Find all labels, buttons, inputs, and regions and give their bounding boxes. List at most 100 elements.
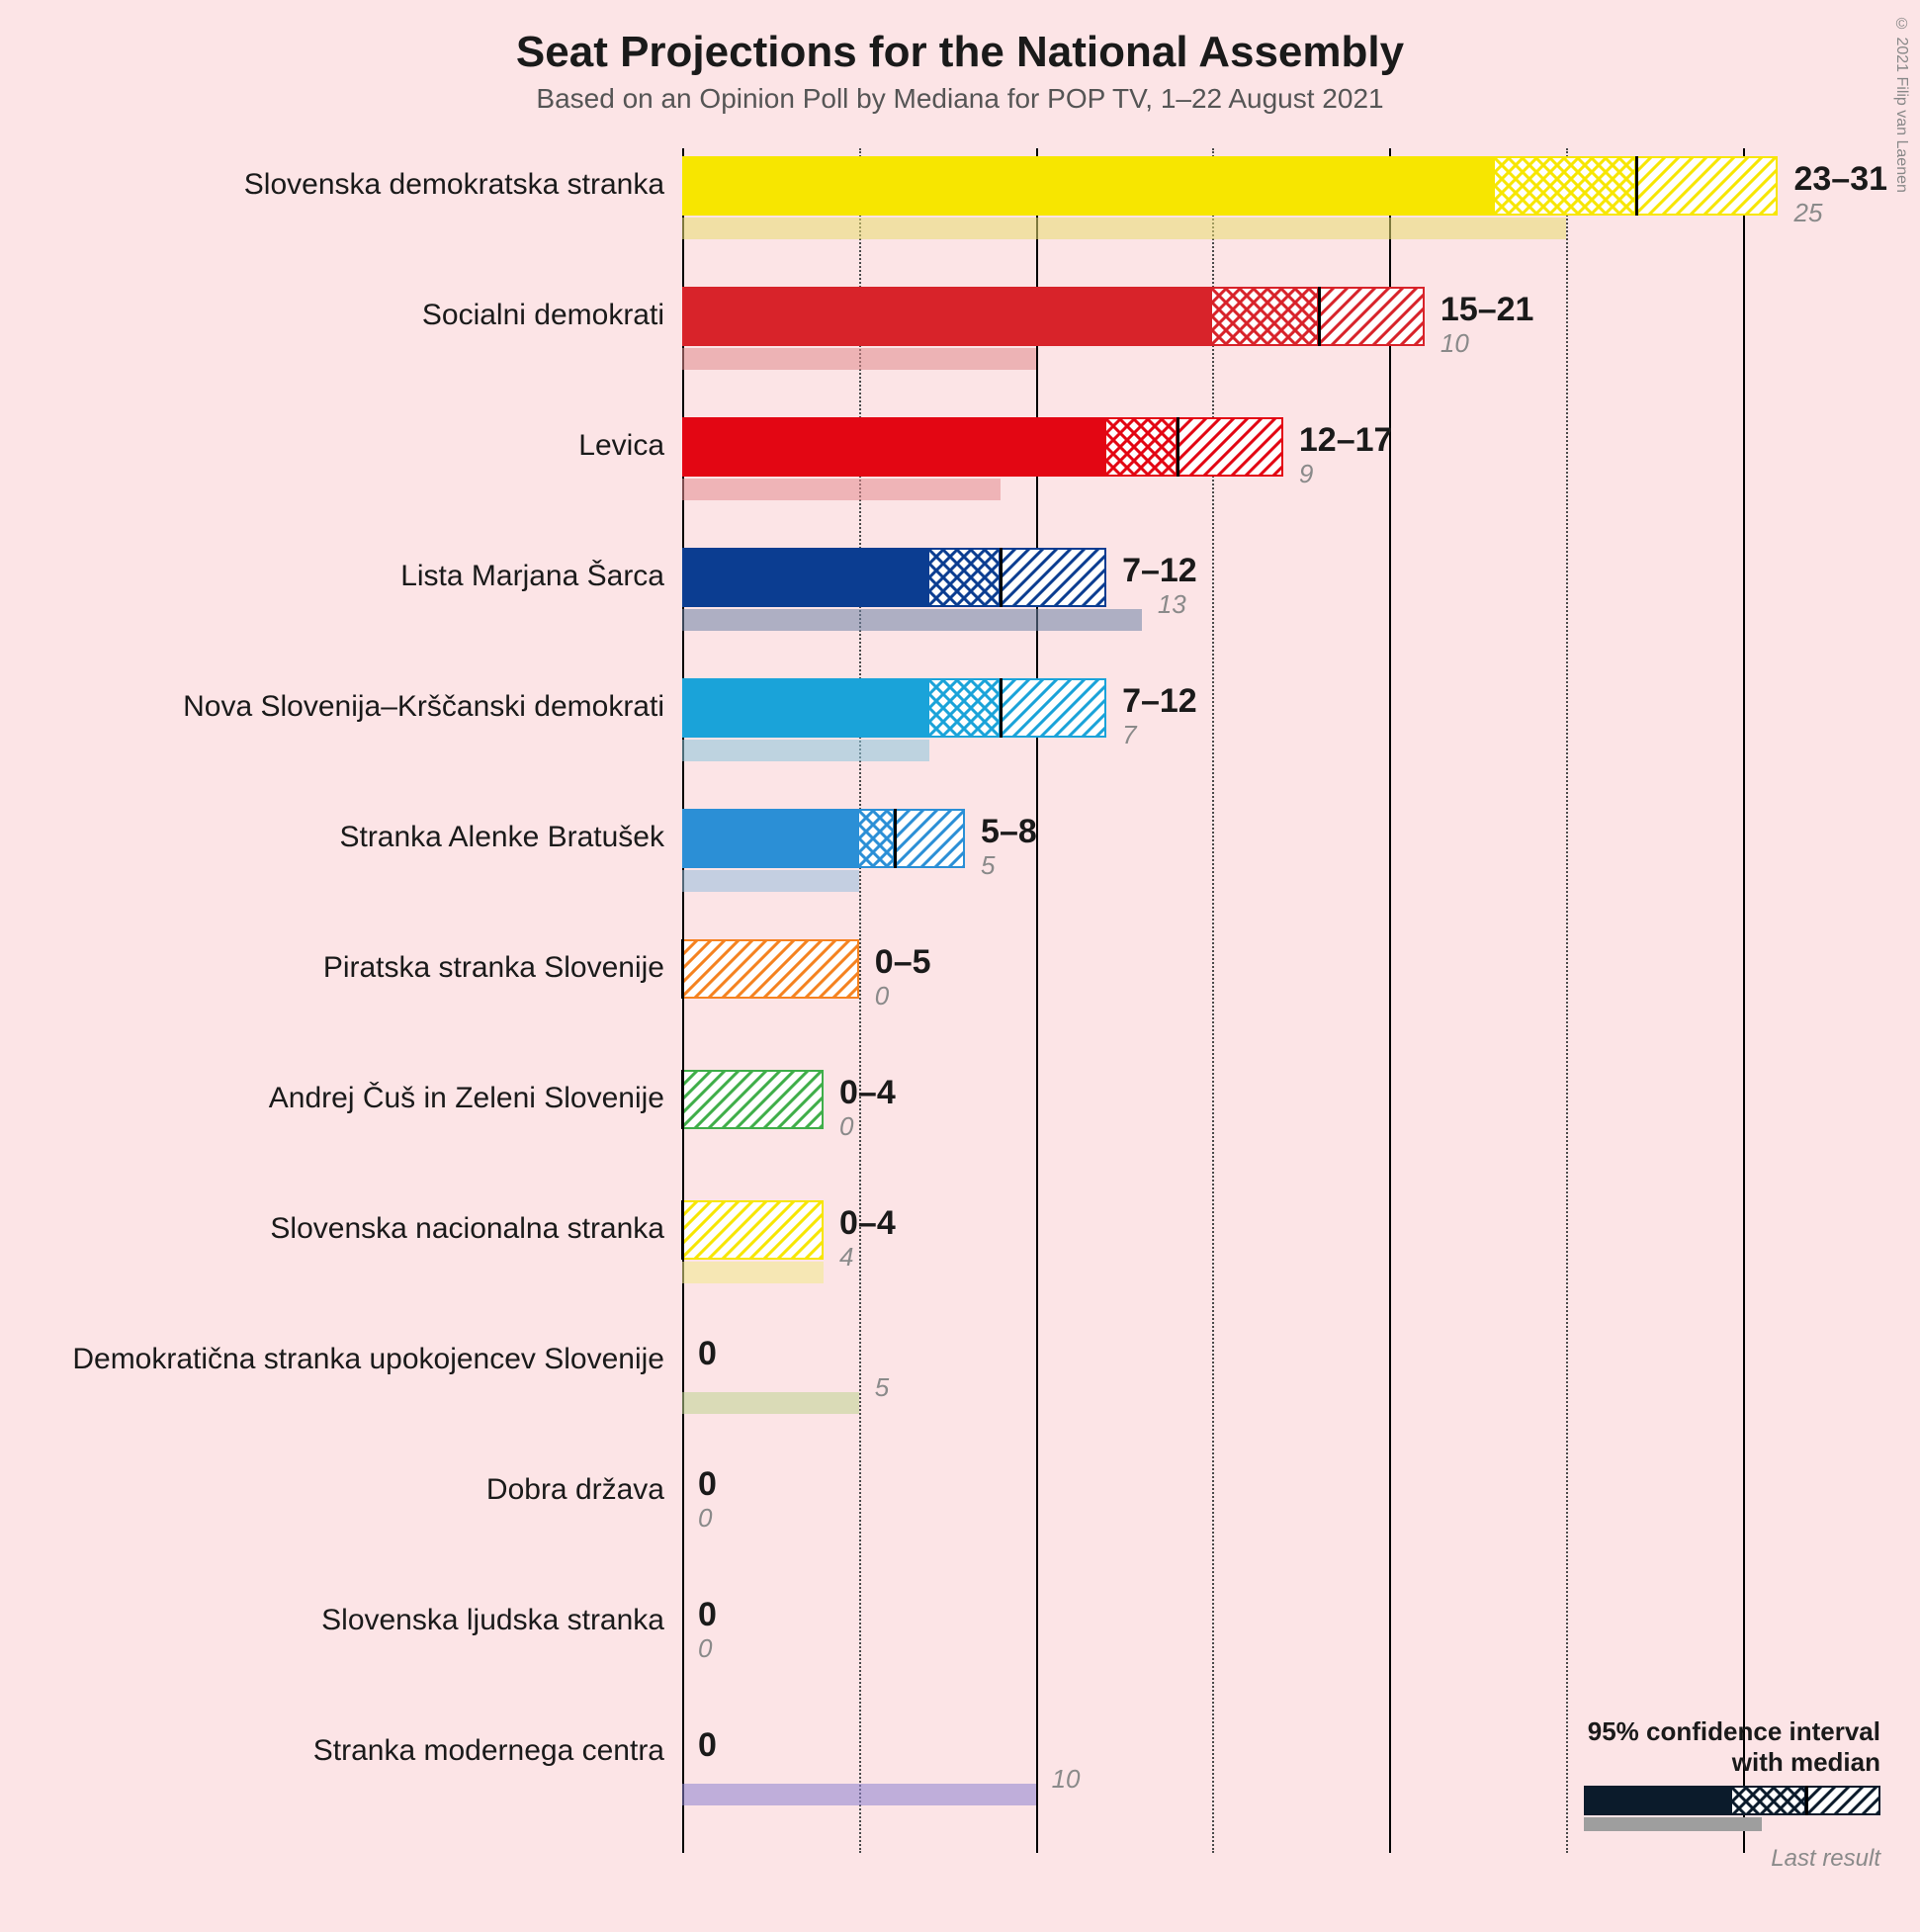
party-label: Demokratična stranka upokojencev Sloveni… — [72, 1343, 664, 1376]
bar-crosshatch — [929, 678, 1001, 738]
chart-subtitle: Based on an Opinion Poll by Mediana for … — [0, 83, 1920, 115]
bar-crosshatch — [929, 548, 1001, 607]
bar-diagonal — [682, 1070, 824, 1129]
bar-diagonal — [1001, 548, 1106, 607]
range-label: 7–12 — [1122, 682, 1197, 721]
bar-last-result — [682, 1392, 859, 1414]
bar-diagonal — [1636, 156, 1778, 216]
bar-diagonal — [682, 1200, 824, 1260]
party-row: Slovenska ljudska stranka 00 — [0, 1592, 1920, 1720]
bar-solid — [682, 156, 1495, 216]
party-label: Levica — [578, 429, 664, 463]
last-result-label: 0 — [698, 1633, 712, 1664]
bar-last-result — [682, 609, 1142, 631]
range-label: 0 — [698, 1465, 717, 1504]
last-result-label: 10 — [1052, 1764, 1081, 1795]
bar-crosshatch — [1212, 287, 1318, 346]
range-label: 0 — [698, 1335, 717, 1373]
last-result-label: 9 — [1299, 459, 1313, 489]
seat-projection-chart: Slovenska demokratska stranka 23–3125 Soci… — [0, 148, 1920, 1888]
party-label: Piratska stranka Slovenije — [323, 951, 664, 985]
last-result-label: 0 — [875, 981, 889, 1011]
party-row: Piratska stranka Slovenije 0–50 — [0, 939, 1920, 1068]
party-label: Stranka modernega centra — [313, 1734, 664, 1768]
legend-title-line2: with median — [1732, 1747, 1880, 1777]
range-label: 5–8 — [981, 813, 1037, 851]
party-row: Levica 12–179 — [0, 417, 1920, 546]
range-label: 0–4 — [839, 1074, 896, 1112]
bar-diagonal — [1001, 678, 1106, 738]
party-row: Slovenska demokratska stranka 23–3125 — [0, 156, 1920, 285]
last-result-label: 4 — [839, 1242, 853, 1273]
median-tick — [1318, 287, 1321, 346]
bar-last-result — [682, 479, 1001, 500]
chart-title: Seat Projections for the National Assemb… — [0, 0, 1920, 77]
range-label: 12–17 — [1299, 421, 1393, 460]
legend-bar-sample — [1525, 1786, 1880, 1841]
last-result-label: 13 — [1158, 589, 1186, 620]
bar-last-result — [682, 1784, 1036, 1805]
last-result-label: 5 — [875, 1372, 889, 1403]
party-label: Lista Marjana Šarca — [400, 560, 664, 593]
median-tick — [1635, 156, 1638, 216]
bar-solid — [682, 417, 1106, 477]
party-label: Stranka Alenke Bratušek — [339, 821, 664, 854]
median-tick — [1000, 678, 1003, 738]
party-row: Nova Slovenija–Krščanski demokrati 7–127 — [0, 678, 1920, 807]
legend-bar-cross — [1732, 1786, 1806, 1815]
last-result-label: 10 — [1440, 328, 1469, 359]
party-label: Dobra država — [486, 1473, 664, 1507]
last-result-label: 25 — [1793, 198, 1822, 228]
bar-diagonal — [682, 939, 859, 999]
bar-last-result — [682, 740, 929, 761]
median-tick — [1000, 548, 1003, 607]
legend-last-result: Last result — [1525, 1845, 1880, 1873]
legend-median-tick — [1805, 1786, 1808, 1815]
range-label: 0 — [698, 1596, 717, 1634]
party-row: Socialni demokrati15–2110 — [0, 287, 1920, 415]
range-label: 23–31 — [1793, 160, 1887, 199]
party-label: Slovenska ljudska stranka — [321, 1604, 664, 1637]
party-label: Socialni demokrati — [422, 299, 664, 332]
last-result-label: 5 — [981, 850, 995, 881]
last-result-label: 0 — [698, 1503, 712, 1534]
median-tick — [681, 1200, 684, 1260]
range-label: 7–12 — [1122, 552, 1197, 590]
bar-diagonal — [1178, 417, 1283, 477]
party-row: Stranka Alenke Bratušek 5–85 — [0, 809, 1920, 937]
range-label: 0–5 — [875, 943, 931, 982]
legend: 95% confidence interval with median Last… — [1525, 1716, 1880, 1873]
bar-solid — [682, 809, 859, 868]
legend-bar-solid — [1584, 1786, 1732, 1815]
bar-solid — [682, 678, 929, 738]
party-row: Lista Marjana Šarca 7–1213 — [0, 548, 1920, 676]
party-row: Dobra država 00 — [0, 1461, 1920, 1590]
bar-last-result — [682, 1262, 824, 1283]
median-tick — [1177, 417, 1179, 477]
party-row: Demokratična stranka upokojencev Sloveni… — [0, 1331, 1920, 1459]
legend-title: 95% confidence interval with median — [1525, 1716, 1880, 1778]
bar-diagonal — [895, 809, 966, 868]
last-result-label: 0 — [839, 1111, 853, 1142]
legend-title-line1: 95% confidence interval — [1588, 1716, 1880, 1746]
bar-last-result — [682, 870, 859, 892]
last-result-label: 7 — [1122, 720, 1136, 750]
party-label: Andrej Čuš in Zeleni Slovenije — [269, 1082, 664, 1115]
bar-last-result — [682, 218, 1566, 239]
party-label: Slovenska demokratska stranka — [244, 168, 664, 202]
range-label: 0–4 — [839, 1204, 896, 1243]
bar-solid — [682, 548, 929, 607]
range-label: 0 — [698, 1726, 717, 1765]
legend-bar-last — [1584, 1817, 1762, 1831]
bar-last-result — [682, 348, 1036, 370]
party-label: Slovenska nacionalna stranka — [270, 1212, 664, 1246]
party-row: Slovenska nacionalna stranka 0–44 — [0, 1200, 1920, 1329]
party-label: Nova Slovenija–Krščanski demokrati — [183, 690, 664, 724]
bar-diagonal — [1319, 287, 1425, 346]
legend-bar-diag — [1806, 1786, 1880, 1815]
median-tick — [681, 1070, 684, 1129]
median-tick — [681, 939, 684, 999]
bar-solid — [682, 287, 1212, 346]
bar-crosshatch — [1495, 156, 1636, 216]
bar-crosshatch — [859, 809, 895, 868]
